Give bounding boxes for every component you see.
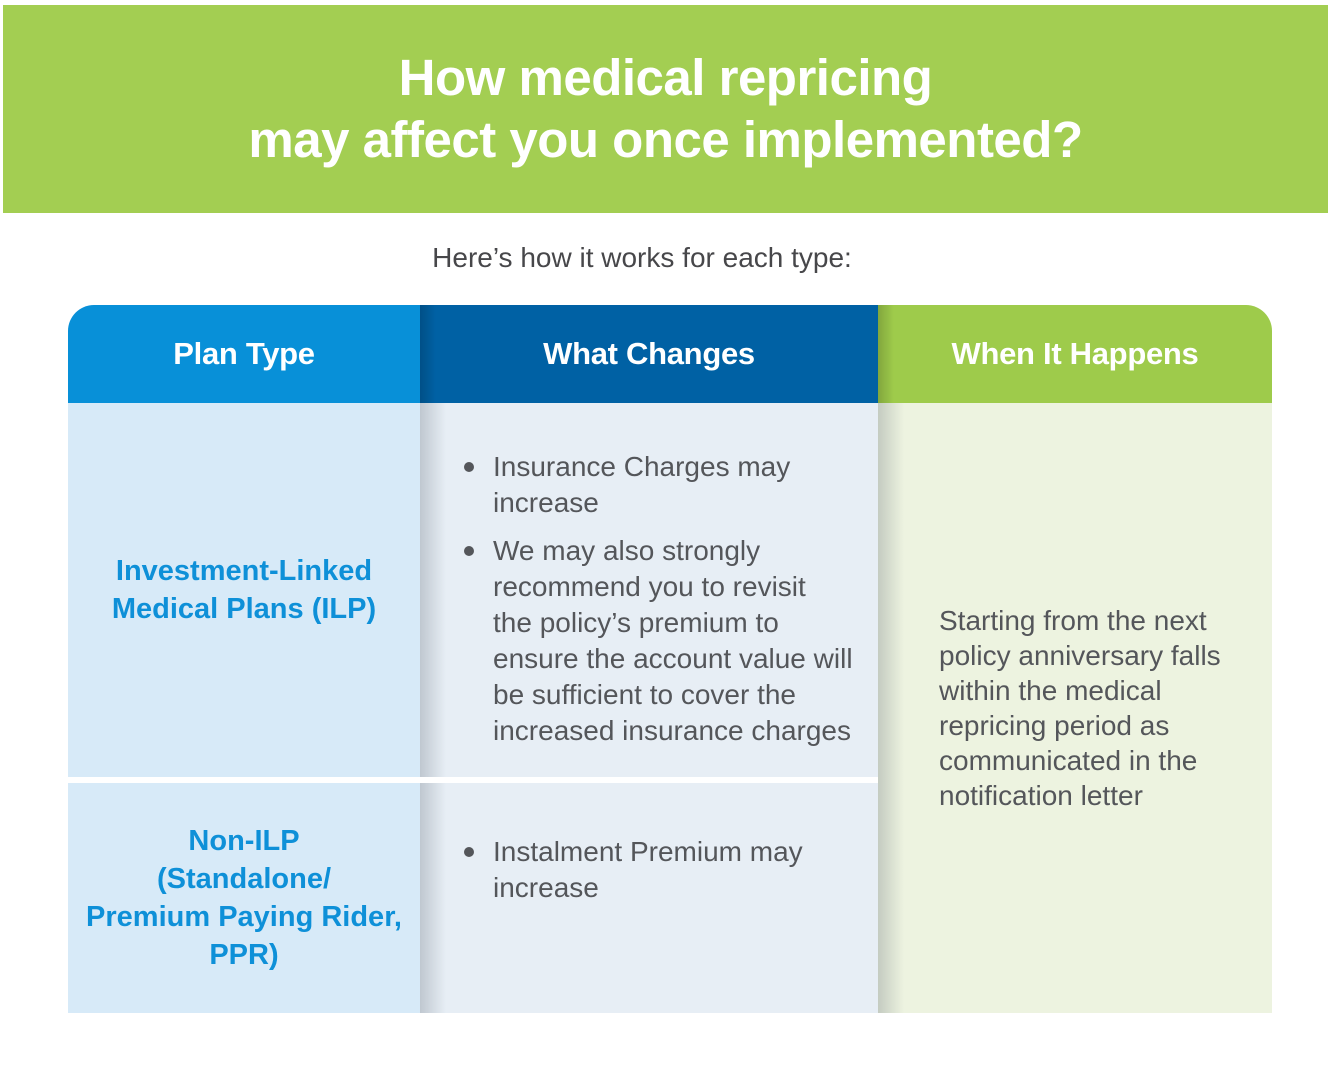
cell-when-it-happens: Starting from the next policy anniversar…	[878, 403, 1272, 1013]
what-changes-ilp-list: Insurance Charges may increase We may al…	[462, 449, 853, 761]
plan-type-non-ilp-line: Non-ILP	[188, 825, 300, 857]
repricing-table: Plan Type What Changes When It Happens I…	[68, 305, 1272, 1013]
header-when-it-happens: When It Happens	[878, 305, 1272, 403]
page-title-line-1: How medical repricing	[398, 49, 933, 106]
plan-type-ilp-line: Investment-Linked	[115, 555, 373, 587]
bullet-instalment-premium: Instalment Premium may increase	[462, 834, 803, 906]
cell-plan-type-non-ilp: Non-ILP (Standalone/ Premium Paying Ride…	[68, 783, 420, 1013]
bullet-insurance-charges: Insurance Charges may increase	[462, 449, 853, 521]
intro-text: Here’s how it works for each type:	[432, 242, 852, 273]
cell-plan-type-ilp: Investment-Linked Medical Plans (ILP)	[68, 403, 420, 777]
what-changes-non-ilp-list: Instalment Premium may increase	[462, 834, 803, 918]
plan-type-non-ilp-line: (Standalone/	[156, 863, 331, 895]
header-plan-type-label: Plan Type	[173, 336, 315, 371]
header-plan-type: Plan Type	[68, 305, 420, 403]
header-what-changes: What Changes	[420, 305, 878, 403]
when-it-happens-text: Starting from the next policy anniversar…	[939, 605, 1221, 811]
plan-type-ilp-line: Medical Plans (ILP)	[111, 593, 377, 625]
header-when-it-happens-label: When It Happens	[951, 336, 1199, 371]
cell-what-changes-non-ilp: Instalment Premium may increase	[420, 783, 878, 1013]
header-what-changes-label: What Changes	[543, 336, 755, 371]
plan-type-non-ilp-line: Premium Paying Rider,	[86, 901, 402, 933]
plan-type-non-ilp-line: PPR)	[209, 939, 279, 971]
cell-what-changes-ilp: Insurance Charges may increase We may al…	[420, 403, 878, 777]
page-title-line-2: may affect you once implemented?	[248, 111, 1083, 168]
title-banner: How medical repricing may affect you onc…	[3, 5, 1328, 213]
bullet-recommend-revisit: We may also strongly recommend you to re…	[462, 533, 853, 749]
